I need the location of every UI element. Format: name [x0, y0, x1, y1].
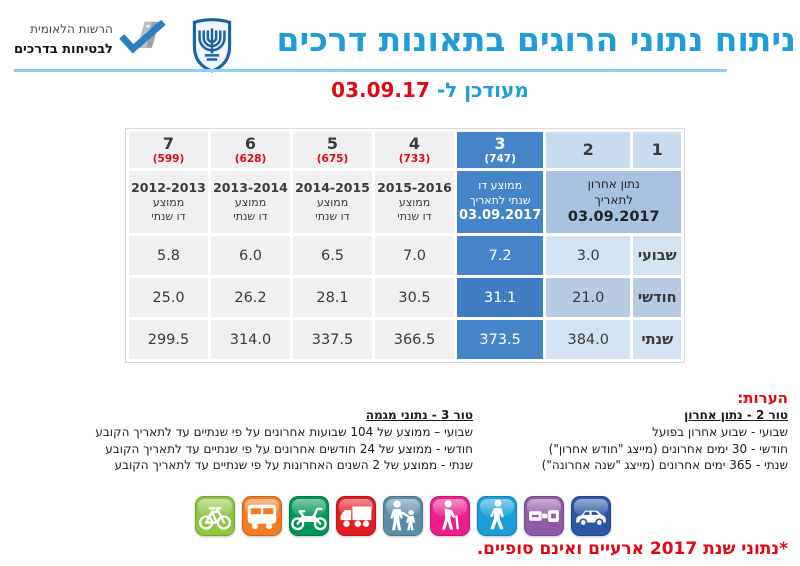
notes-line: שבועי – ממוצע של 104 שבועות אחרונים על פ…	[95, 424, 473, 439]
fatalities-table: 1 2 3 (747) 4 (733) 5 (675) 6 (628) 7 (599) נ…	[125, 128, 686, 363]
bicycle-icon	[195, 496, 235, 536]
bus-icon	[242, 496, 282, 536]
col6-header-cell: 2013-2014 ממוצע דו שנתי	[211, 171, 290, 233]
motorcycle-icon	[289, 496, 329, 536]
monthly-c7: 25.0	[129, 278, 208, 317]
nrsa-name-line2: לבטיחות בדרכים	[14, 42, 113, 57]
updated-to-line: מעודכן ל- 03.09.17	[250, 78, 610, 102]
monthly-c6: 26.2	[211, 278, 290, 317]
nrsa-logo: הרשות הלאומית לבטיחות בדרכים	[14, 18, 166, 58]
yearly-c7: 299.5	[129, 320, 208, 359]
weekly-c7: 5.8	[129, 236, 208, 275]
pedestrian-with-child-icon	[383, 496, 423, 536]
column-headers-row: נתון אחרון לתאריך 03.09.2017 ממוצע דו שנ…	[129, 171, 682, 233]
weekly-row: שבועי 3.0 7.2 7.0 6.5 6.0 5.8	[129, 236, 682, 275]
yearly-c4: 366.5	[375, 320, 454, 359]
nrsa-logo-text: הרשות הלאומית לבטיחות בדרכים	[14, 18, 113, 58]
weekly-c2: 3.0	[546, 236, 631, 275]
notes-column3: טור 3 - נתוני מגמה שבועי – ממוצע של 104 …	[95, 407, 473, 474]
provisional-data-footnote: *נתוני שנת 2017 ארעיים ואינם סופיים.	[476, 539, 788, 559]
notes-line: שנתי - 365 ימים אחרונים (מייצג "שנה אחרו…	[541, 458, 788, 473]
column-numbers-row: 1 2 3 (747) 4 (733) 5 (675) 6 (628) 7 (599)	[129, 132, 682, 168]
page-title: ניתוח נתוני הרוגים בתאונות דרכים	[276, 20, 796, 59]
israel-state-emblem-icon	[189, 15, 235, 77]
col4-number-cell: 4 (733)	[375, 132, 454, 168]
notes-title: הערות:	[737, 389, 788, 407]
monthly-row: חודשי 21.0 31.1 30.5 28.1 26.2 25.0	[129, 278, 682, 317]
yearly-row: שנתי 384.0 373.5 366.5 337.5 314.0 299.5	[129, 320, 682, 359]
monthly-c4: 30.5	[375, 278, 454, 317]
updated-label: מעודכן ל-	[436, 78, 529, 102]
notes-line: שנתי - ממוצע של 2 השנים האחרונות על פי ש…	[114, 458, 473, 473]
last-datum-header-cell: נתון אחרון לתאריך 03.09.2017	[546, 171, 682, 233]
nrsa-checkmark-road-icon	[118, 20, 166, 56]
col6-number-cell: 6 (628)	[211, 132, 290, 168]
yearly-c6: 314.0	[211, 320, 290, 359]
col7-header-cell: 2012-2013 ממוצע דו שנתי	[129, 171, 208, 233]
notes-line: חודשי - ממוצע של 24 חודשים אחרונים על פי…	[105, 441, 473, 456]
weekly-c6: 6.0	[211, 236, 290, 275]
col1-number-cell: 1	[633, 132, 682, 168]
yearly-c2: 384.0	[546, 320, 631, 359]
notes-line: שבועי - שבוע אחרון בפועל	[652, 424, 788, 439]
notes-column2: טור 2 - נתון אחרון שבועי - שבוע אחרון בפ…	[542, 407, 788, 474]
col5-header-cell: 2014-2015 ממוצע דו שנתי	[293, 171, 372, 233]
col7-number-cell: 7 (599)	[129, 132, 208, 168]
car-icon	[571, 496, 611, 536]
pedestrian-icon	[477, 496, 517, 536]
weekly-c4: 7.0	[375, 236, 454, 275]
col4-header-cell: 2015-2016 ממוצע דו שנתי	[375, 171, 454, 233]
col3-header-cell: ממוצע דו שנתי לתאריך 03.09.2017	[457, 171, 544, 233]
updated-date: 03.09.17	[331, 78, 430, 102]
notes-line: חודשי - 30 ימים אחרונים (מייצג "חודש אחר…	[548, 441, 788, 456]
col5-number-cell: 5 (675)	[293, 132, 372, 168]
seatbelt-icon	[524, 496, 564, 536]
monthly-c3: 31.1	[457, 278, 544, 317]
transport-icons-row	[195, 496, 611, 536]
elderly-pedestrian-icon	[430, 496, 470, 536]
yearly-c5: 337.5	[293, 320, 372, 359]
monthly-c5: 28.1	[293, 278, 372, 317]
row-label-weekly: שבועי	[633, 236, 682, 275]
col2-number-cell: 2	[546, 132, 631, 168]
weekly-c3: 7.2	[457, 236, 544, 275]
nrsa-name-line1: הרשות הלאומית	[30, 22, 113, 36]
row-label-monthly: חודשי	[633, 278, 682, 317]
yearly-c3: 373.5	[457, 320, 544, 359]
monthly-c2: 21.0	[546, 278, 631, 317]
truck-icon	[336, 496, 376, 536]
notes-column2-heading: טור 2 - נתון אחרון	[684, 408, 788, 422]
weekly-c5: 6.5	[293, 236, 372, 275]
row-label-yearly: שנתי	[633, 320, 682, 359]
title-underline	[14, 69, 727, 72]
notes-column3-heading: טור 3 - נתוני מגמה	[365, 408, 473, 422]
col3-number-cell: 3 (747)	[457, 132, 544, 168]
